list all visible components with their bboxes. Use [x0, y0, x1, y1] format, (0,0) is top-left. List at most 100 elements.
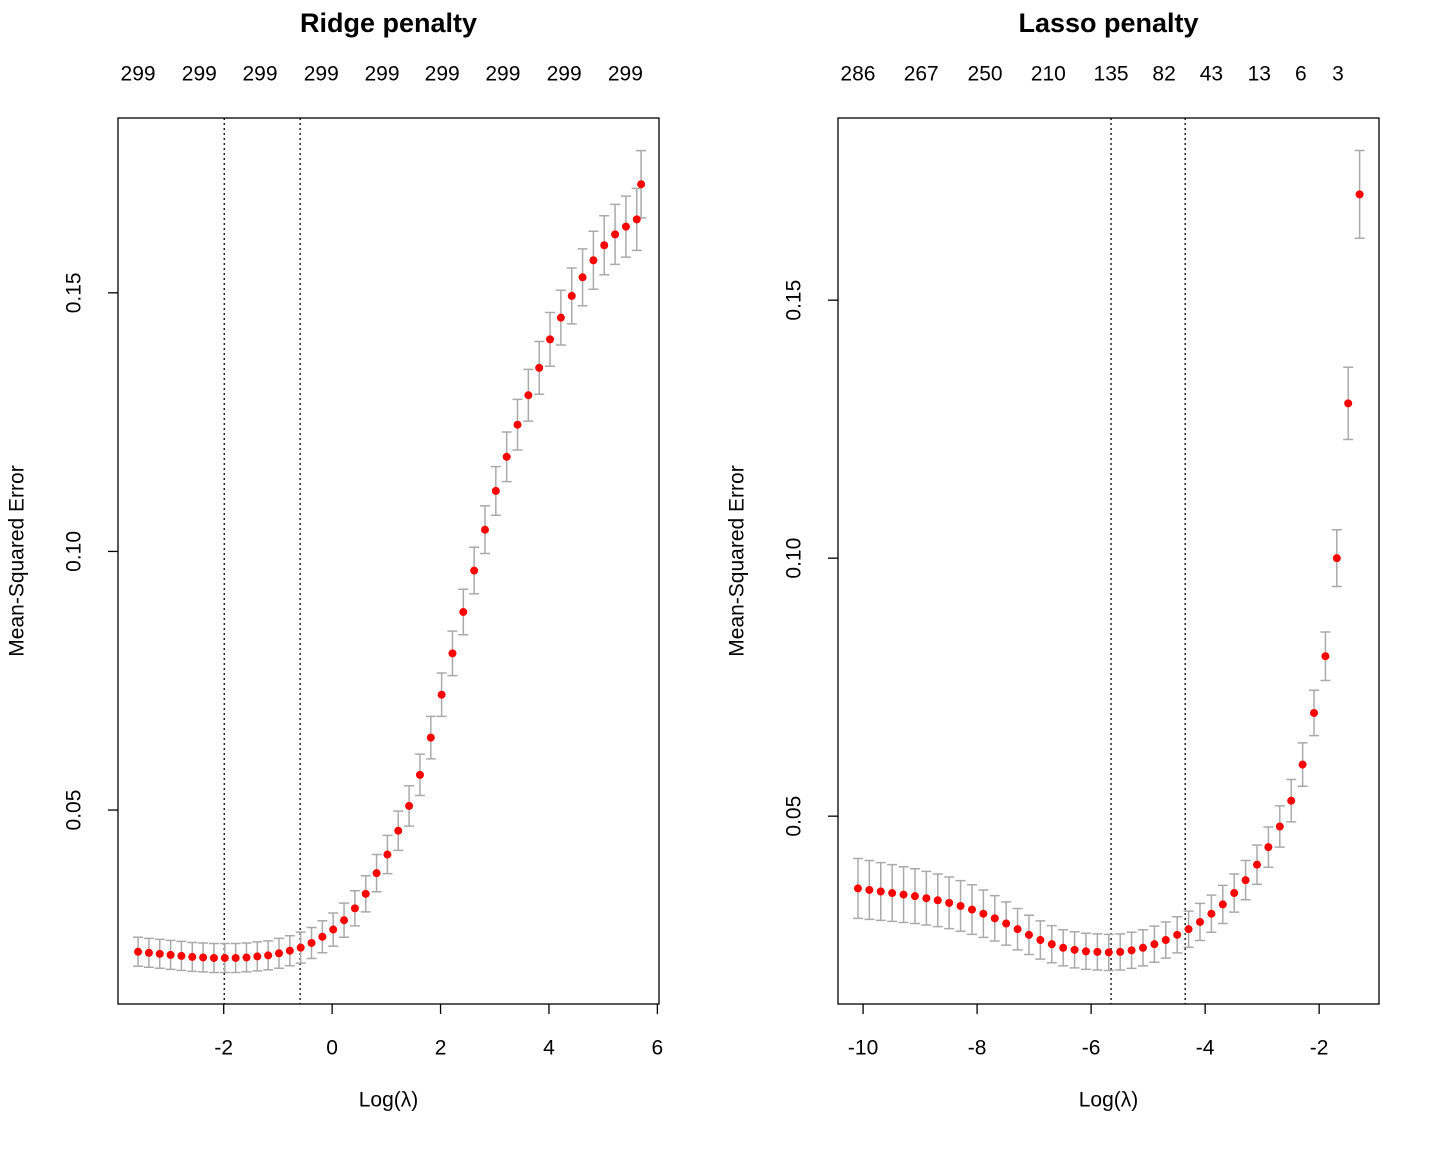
data-point — [1002, 919, 1011, 928]
data-point — [865, 885, 874, 894]
data-point — [1138, 943, 1147, 952]
x-tick-label: 6 — [652, 1037, 664, 1060]
data-point — [155, 949, 164, 958]
y-tick-label: 0.05 — [783, 796, 806, 837]
top-tick-label: 299 — [425, 63, 460, 86]
data-point — [480, 525, 489, 534]
y-tick-label: 0.15 — [63, 272, 86, 313]
top-tick-label: 43 — [1200, 63, 1223, 86]
data-point — [1332, 554, 1341, 563]
data-point — [632, 215, 641, 224]
data-point — [231, 953, 240, 962]
data-point — [502, 452, 511, 461]
top-tick-label: 299 — [485, 63, 520, 86]
data-point — [209, 953, 218, 962]
data-point — [1047, 940, 1056, 949]
data-point — [144, 948, 153, 957]
data-point — [1116, 947, 1125, 956]
data-point — [922, 894, 931, 903]
x-tick-label: 0 — [326, 1037, 338, 1060]
data-point — [350, 904, 359, 913]
data-point — [637, 180, 646, 189]
data-point — [318, 932, 327, 941]
top-tick-label: 299 — [304, 63, 339, 86]
data-point — [340, 916, 349, 925]
data-point — [1059, 943, 1068, 952]
data-point — [1036, 936, 1045, 945]
data-point — [1241, 876, 1250, 885]
data-point — [967, 905, 976, 914]
data-point — [415, 770, 424, 779]
top-tick-label: 267 — [904, 63, 939, 86]
data-point — [1275, 822, 1284, 831]
panel-title: Lasso penalty — [1018, 8, 1198, 38]
data-point — [1127, 946, 1136, 955]
data-point — [513, 420, 522, 429]
top-tick-label: 286 — [840, 63, 875, 86]
top-tick-label: 3 — [1332, 63, 1344, 86]
data-point — [383, 850, 392, 859]
top-tick-label: 210 — [1031, 63, 1066, 86]
top-tick-label: 299 — [608, 63, 643, 86]
data-point — [876, 887, 885, 896]
data-point — [1184, 925, 1193, 934]
y-axis-label: Mean-Squared Error — [6, 465, 29, 656]
panel: Ridge penalty Log(λ) Mean-Squared Error -2 0… — [6, 8, 664, 1111]
x-tick-label: 4 — [543, 1037, 555, 1060]
data-point — [853, 884, 862, 893]
x-tick-label: -2 — [214, 1037, 233, 1060]
data-point — [1081, 947, 1090, 956]
data-point — [372, 869, 381, 878]
top-tick-label: 6 — [1295, 63, 1307, 86]
data-point — [956, 901, 965, 910]
data-point — [1355, 190, 1364, 199]
data-point — [899, 890, 908, 899]
data-point — [274, 949, 283, 958]
plot-box — [117, 117, 660, 1005]
top-tick-label: 299 — [182, 63, 217, 86]
data-point — [1230, 889, 1239, 898]
data-point — [600, 241, 609, 250]
data-point — [1298, 760, 1307, 769]
data-point — [578, 273, 587, 282]
data-point — [491, 486, 500, 495]
data-point — [166, 950, 175, 959]
data-point — [394, 826, 403, 835]
data-point — [621, 222, 630, 231]
data-point — [426, 733, 435, 742]
data-point — [1013, 925, 1022, 934]
top-tick-label: 299 — [243, 63, 278, 86]
data-point — [1218, 900, 1227, 909]
data-point — [329, 925, 338, 934]
data-point — [888, 889, 897, 898]
data-point — [546, 335, 555, 344]
data-point — [1207, 909, 1216, 918]
data-point — [1150, 940, 1159, 949]
data-point — [1321, 652, 1330, 661]
top-tick-label: 299 — [547, 63, 582, 86]
data-point — [524, 391, 533, 400]
data-point — [1070, 945, 1079, 954]
data-point — [285, 946, 294, 955]
data-point — [1344, 399, 1353, 408]
data-point — [1161, 936, 1170, 945]
data-point — [933, 896, 942, 905]
data-point — [188, 952, 197, 961]
plot-box — [837, 117, 1380, 1005]
top-tick-label: 299 — [121, 63, 156, 86]
data-point — [990, 914, 999, 923]
data-point — [470, 566, 479, 575]
data-point — [910, 892, 919, 901]
data-point — [1195, 917, 1204, 926]
data-point — [1024, 930, 1033, 939]
data-point — [405, 801, 414, 810]
x-tick-label: -10 — [848, 1037, 878, 1060]
top-tick-label: 82 — [1152, 63, 1175, 86]
x-tick-label: 2 — [435, 1037, 447, 1060]
data-point — [448, 649, 457, 658]
panel: Lasso penalty Log(λ) Mean-Squared Error -10… — [726, 8, 1380, 1112]
data-point — [1253, 860, 1262, 869]
data-point — [437, 690, 446, 699]
data-point — [556, 313, 565, 322]
